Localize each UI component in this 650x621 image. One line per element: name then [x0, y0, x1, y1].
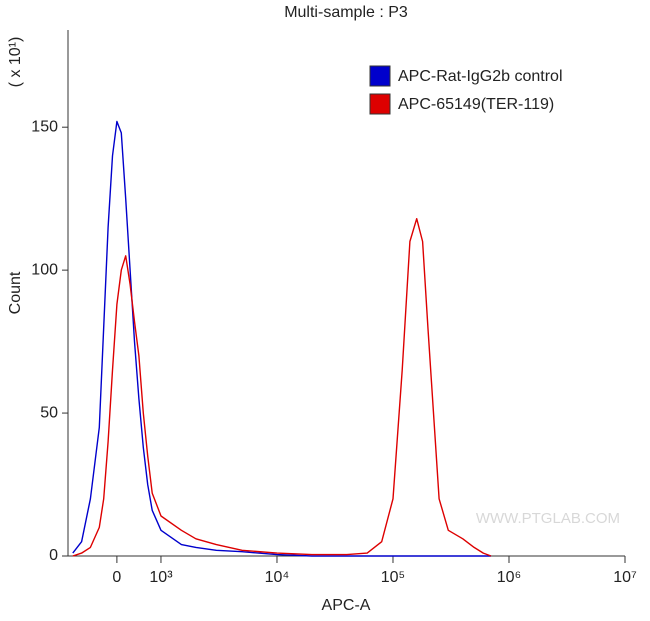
series-line: [72, 120, 491, 557]
series-line: [72, 218, 492, 557]
y-tick-label: 0: [49, 547, 58, 564]
x-tick-label: 10⁷: [613, 569, 637, 586]
x-tick-label: 10⁵: [381, 569, 405, 586]
y-tick-label: 50: [40, 404, 58, 421]
x-axis-label: APC-A: [322, 597, 371, 614]
legend-swatch: [369, 65, 391, 87]
y-tick-label: 100: [31, 261, 58, 278]
y-axis-label: Count: [7, 271, 24, 314]
legend-swatch: [369, 93, 391, 115]
y-tick-label: 150: [31, 118, 58, 135]
x-tick-label: 0: [112, 569, 121, 586]
legend-label: APC-65149(TER-119): [398, 96, 554, 113]
chart-title: Multi-sample : P3: [284, 4, 408, 21]
watermark: WWW.PTGLAB.COM: [476, 510, 620, 527]
x-tick-label: 10⁶: [497, 569, 521, 586]
legend-label: APC-Rat-IgG2b control: [398, 68, 563, 85]
y-multiplier: ( x 10¹): [7, 37, 24, 88]
x-tick-label: 10⁴: [265, 569, 290, 586]
x-tick-label: 10³: [149, 569, 173, 586]
